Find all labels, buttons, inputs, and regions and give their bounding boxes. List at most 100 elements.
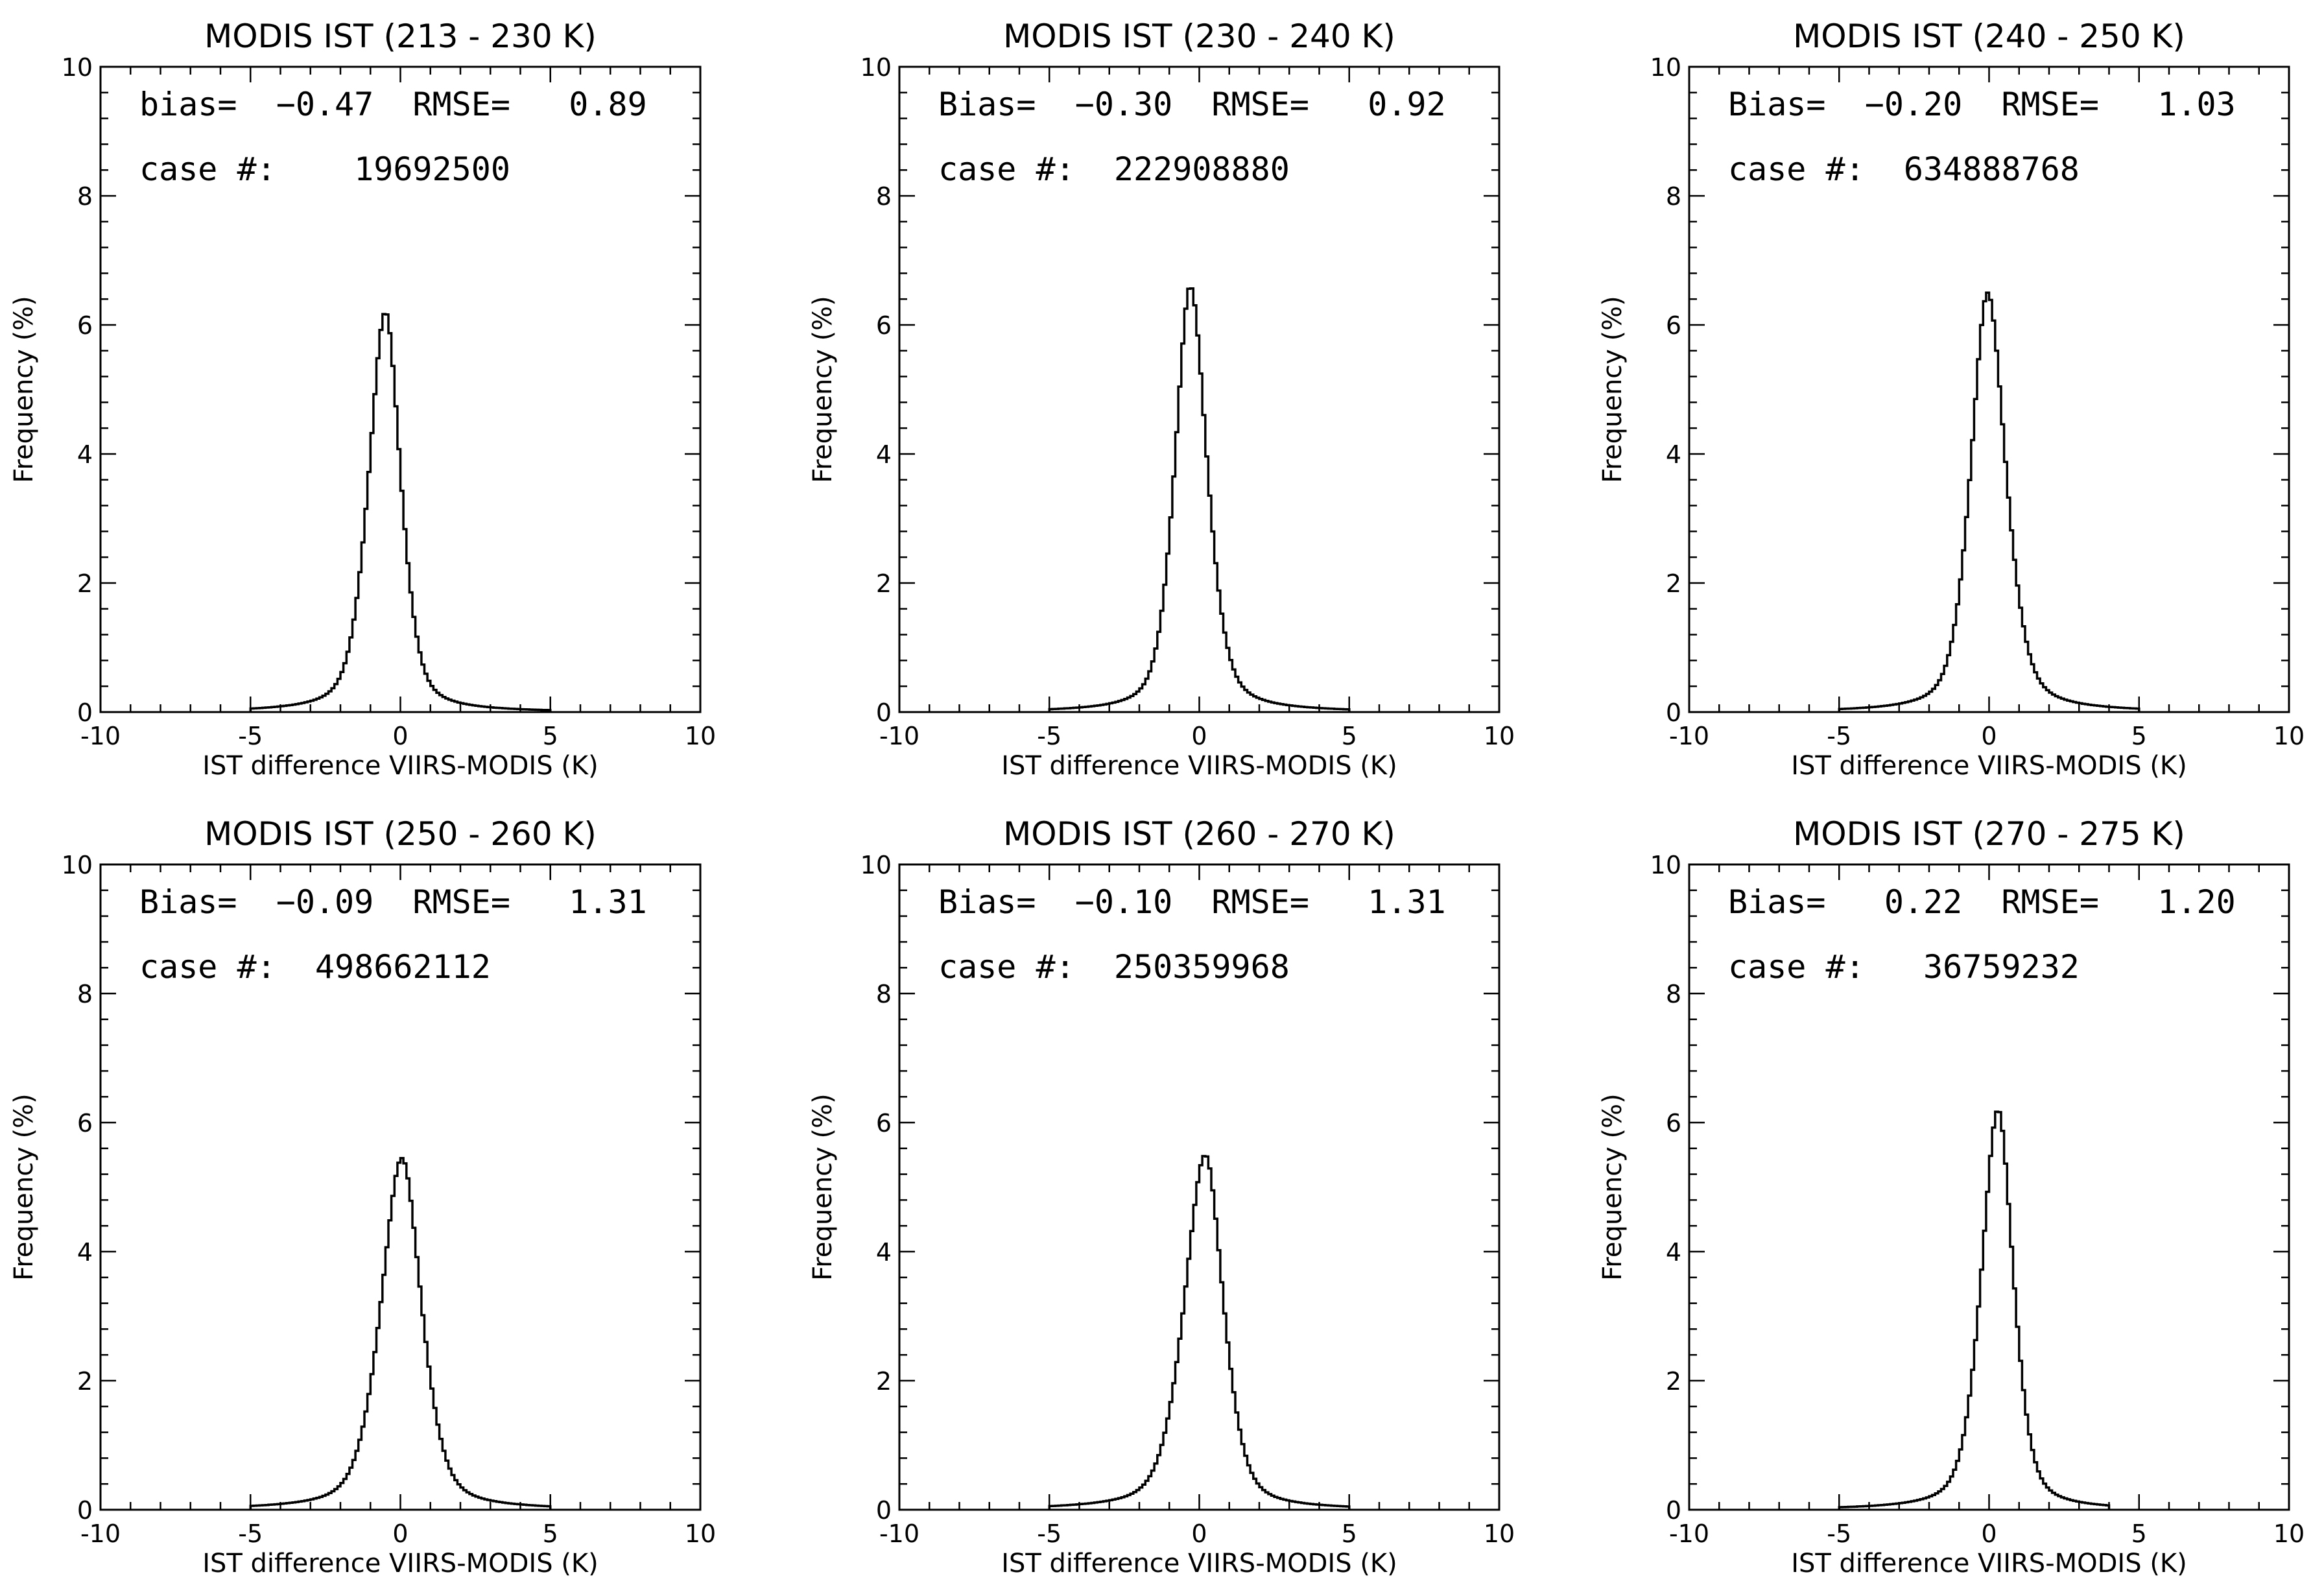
stats-annotation: Bias= −0.10 RMSE= 1.31 [938, 883, 1446, 921]
x-tick-label: -5 [1037, 1519, 1061, 1548]
histogram-series [249, 313, 552, 713]
x-tick-label: -10 [80, 1519, 121, 1548]
y-tick-label: 10 [1650, 53, 1681, 82]
panel-title: MODIS IST (270 - 275 K) [1793, 815, 2185, 853]
y-tick-label: 6 [876, 311, 892, 340]
y-tick-label: 6 [1666, 1109, 1681, 1137]
histogram-series [1048, 287, 1351, 712]
x-axis-label: IST difference VIIRS-MODIS (K) [202, 1549, 599, 1578]
panel-title: MODIS IST (213 - 230 K) [204, 18, 597, 55]
case-count-annotation: case #: 634888768 [1728, 150, 2080, 188]
y-tick-label: 2 [1666, 1367, 1681, 1396]
y-tick-label: 8 [1666, 980, 1681, 1008]
y-tick-label: 8 [77, 182, 93, 211]
stats-annotation: bias= −0.47 RMSE= 0.89 [139, 86, 647, 123]
panel-2: -10 -5 0 5 10 0 2 4 6 8 10 MODIS IST (230 - 240 K) I… [808, 18, 1515, 781]
stats-annotation: Bias= −0.20 RMSE= 1.03 [1728, 86, 2236, 123]
y-tick-label: 4 [77, 440, 93, 469]
y-tick-label: 4 [876, 1238, 892, 1267]
y-axis-label: Frequency (%) [808, 296, 838, 483]
x-tick-label: 5 [543, 1519, 558, 1548]
x-axis-label: IST difference VIIRS-MODIS (K) [1791, 751, 2187, 781]
y-tick-label: 4 [1666, 440, 1681, 469]
y-axis-label: Frequency (%) [9, 1093, 39, 1281]
x-axis-label: IST difference VIIRS-MODIS (K) [1791, 1549, 2187, 1578]
x-tick-label: 10 [1484, 722, 1515, 750]
x-tick-label: -5 [1827, 722, 1851, 750]
y-tick-label: 6 [77, 311, 93, 340]
x-tick-label: 5 [543, 722, 558, 750]
x-tick-label: 10 [2273, 722, 2305, 750]
case-count-annotation: case #: 498662112 [139, 948, 491, 986]
x-axis-label: IST difference VIIRS-MODIS (K) [202, 751, 599, 781]
panel-6: -10 -5 0 5 10 0 2 4 6 8 10 MODIS IST (270 - 275 K) I… [1598, 815, 2305, 1578]
panel-1: -10 -5 0 5 10 0 2 4 6 8 10 MODIS IST (213 - 230 K) I… [9, 18, 716, 781]
x-tick-label: 10 [1484, 1519, 1515, 1548]
y-axis-label: Frequency (%) [1598, 296, 1628, 483]
panel-title: MODIS IST (250 - 260 K) [204, 815, 597, 853]
histogram-series [1838, 1110, 2111, 1510]
x-tick-label: 5 [1342, 722, 1357, 750]
x-tick-label: -10 [879, 722, 919, 750]
y-tick-label: 0 [77, 698, 93, 727]
y-tick-label: 4 [876, 440, 892, 469]
case-count-annotation: case #: 250359968 [938, 948, 1290, 986]
y-tick-label: 6 [876, 1109, 892, 1137]
y-tick-label: 0 [876, 1496, 892, 1525]
case-count-annotation: case #: 36759232 [1728, 948, 2080, 986]
x-tick-label: 0 [1191, 1519, 1207, 1548]
x-axis-label: IST difference VIIRS-MODIS (K) [1001, 751, 1397, 781]
x-axis-label: IST difference VIIRS-MODIS (K) [1001, 1549, 1397, 1578]
y-tick-label: 0 [77, 1496, 93, 1525]
panel-title: MODIS IST (260 - 270 K) [1003, 815, 1395, 853]
y-tick-label: 2 [876, 569, 892, 598]
panel-4: -10 -5 0 5 10 0 2 4 6 8 10 MODIS IST (250 - 260 K) I… [9, 815, 716, 1578]
x-tick-label: -10 [879, 1519, 919, 1548]
x-tick-label: -10 [1669, 1519, 1709, 1548]
x-tick-label: 10 [685, 1519, 716, 1548]
y-tick-label: 0 [1666, 1496, 1681, 1525]
stats-annotation: Bias= −0.09 RMSE= 1.31 [139, 883, 647, 921]
y-tick-label: 2 [77, 569, 93, 598]
stats-annotation: Bias= 0.22 RMSE= 1.20 [1728, 883, 2236, 921]
histogram-series [249, 1156, 552, 1510]
case-count-annotation: case #: 19692500 [139, 150, 510, 188]
y-tick-label: 0 [1666, 698, 1681, 727]
y-tick-label: 10 [860, 53, 892, 82]
x-tick-label: 0 [392, 1519, 408, 1548]
y-axis-label: Frequency (%) [808, 1093, 838, 1281]
histogram-series [1048, 1154, 1351, 1510]
y-axis-label: Frequency (%) [9, 296, 39, 483]
x-tick-label: -5 [1827, 1519, 1851, 1548]
x-tick-label: -10 [80, 722, 121, 750]
y-tick-label: 4 [1666, 1238, 1681, 1267]
y-tick-label: 4 [77, 1238, 93, 1267]
histogram-series [1838, 291, 2140, 712]
panel-title: MODIS IST (240 - 250 K) [1793, 18, 2185, 55]
y-tick-label: 10 [860, 851, 892, 879]
y-tick-label: 10 [62, 851, 93, 879]
x-tick-label: 5 [2131, 722, 2147, 750]
x-tick-label: 5 [2131, 1519, 2147, 1548]
y-tick-label: 6 [1666, 311, 1681, 340]
x-tick-label: 0 [1981, 722, 1997, 750]
x-tick-label: 0 [1981, 1519, 1997, 1548]
y-tick-label: 2 [77, 1367, 93, 1396]
x-tick-label: -5 [1037, 722, 1061, 750]
panel-title: MODIS IST (230 - 240 K) [1003, 18, 1395, 55]
y-tick-label: 10 [62, 53, 93, 82]
x-tick-label: -10 [1669, 722, 1709, 750]
x-tick-label: 10 [2273, 1519, 2305, 1548]
y-tick-label: 6 [77, 1109, 93, 1137]
y-axis-label: Frequency (%) [1598, 1093, 1628, 1281]
x-tick-label: -5 [238, 1519, 263, 1548]
stats-annotation: Bias= −0.30 RMSE= 0.92 [938, 86, 1446, 123]
y-tick-label: 0 [876, 698, 892, 727]
x-tick-label: 10 [685, 722, 716, 750]
y-tick-label: 8 [77, 980, 93, 1008]
y-tick-label: 2 [876, 1367, 892, 1396]
y-tick-label: 10 [1650, 851, 1681, 879]
x-tick-label: 5 [1342, 1519, 1357, 1548]
y-tick-label: 8 [876, 182, 892, 211]
